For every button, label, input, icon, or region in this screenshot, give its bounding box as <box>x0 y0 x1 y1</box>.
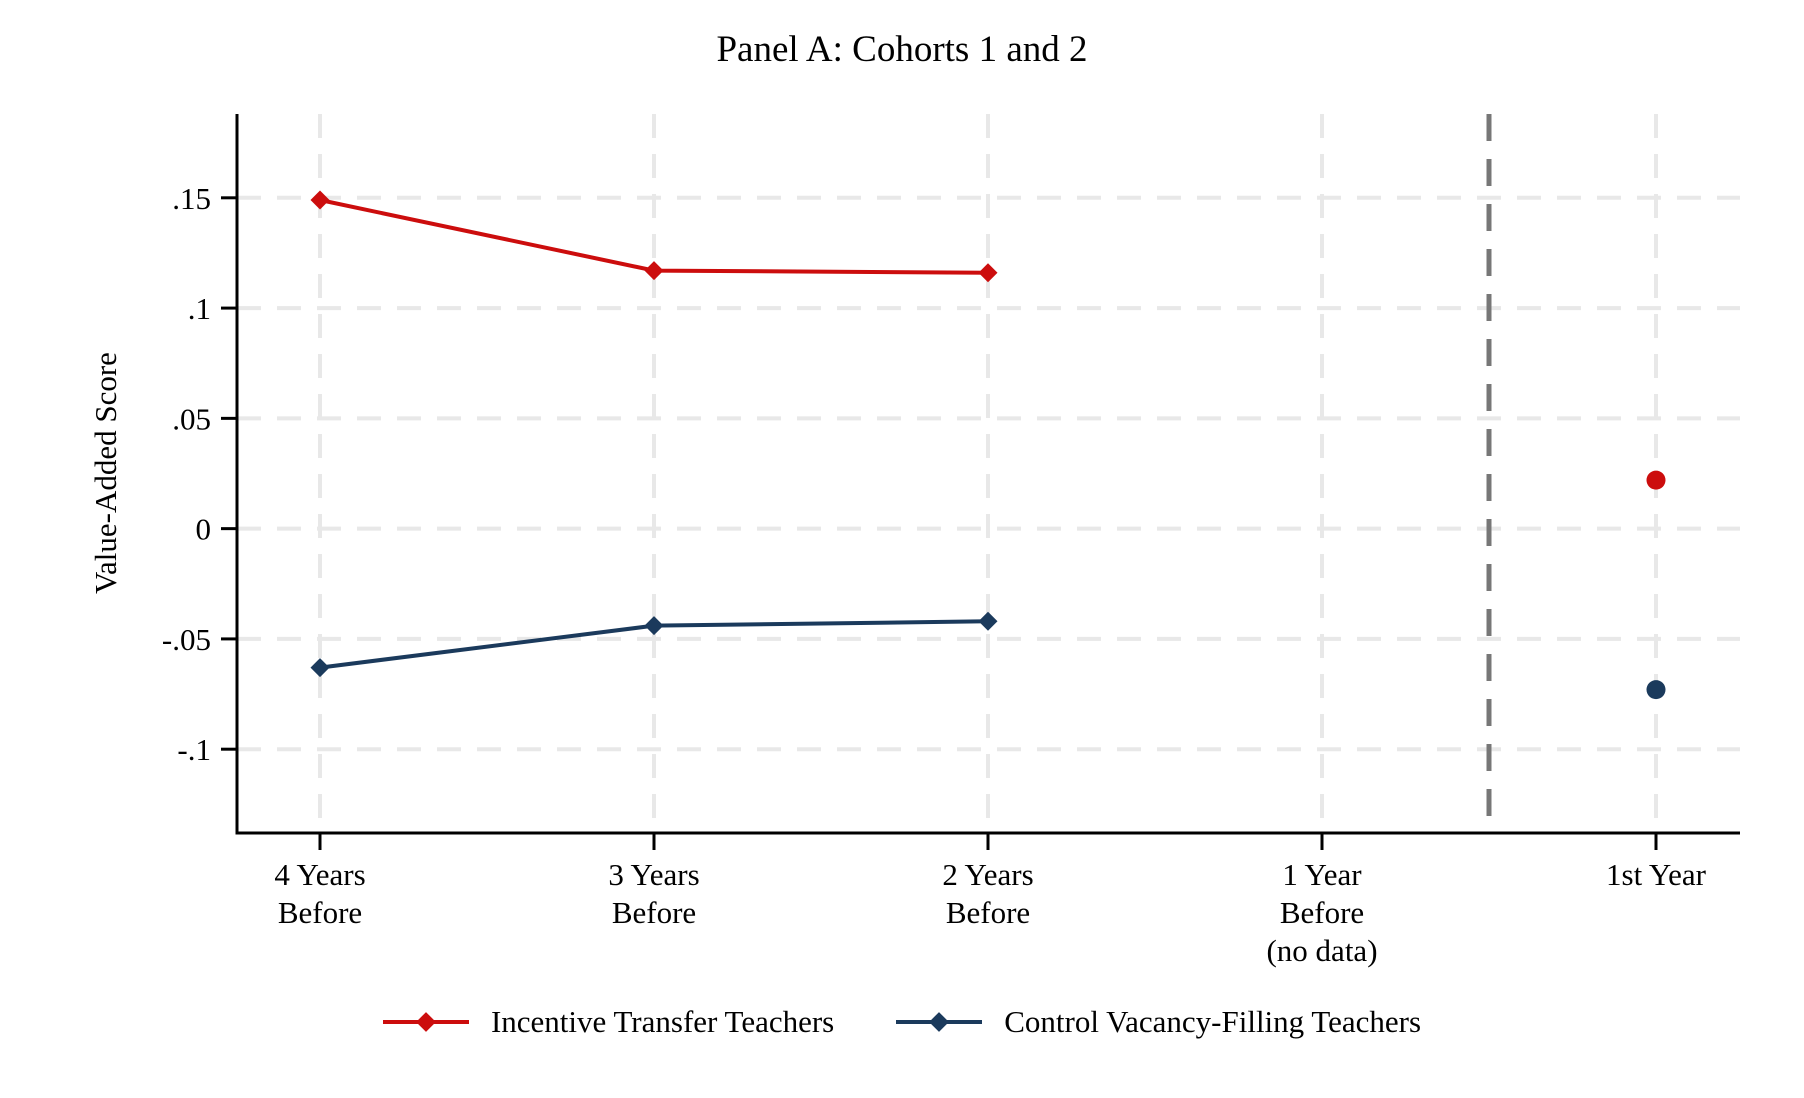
y-tick-label: .1 <box>188 291 211 326</box>
x-tick-label: 1 Year Before (no data) <box>1266 857 1377 968</box>
legend-label: Incentive Transfer Teachers <box>490 1004 835 1039</box>
x-tick-label: 4 Years Before <box>274 857 365 930</box>
y-tick-label: -.1 <box>177 732 211 767</box>
axes: .15 .1 .05 0 -.05 -.1 4 Years Before 3 Years Befo… <box>162 114 1740 968</box>
legend-label: Control Vacancy-Filling Teachers <box>1004 1004 1422 1039</box>
x-tick-label: 3 Years Before <box>608 857 699 930</box>
data-point-diamond <box>978 263 998 283</box>
data-point-circle <box>1646 470 1666 490</box>
data-point-diamond <box>978 611 998 631</box>
series-control-vacancy-filling-teachers <box>310 611 1666 700</box>
x-tick-label: 1st Year <box>1606 857 1707 892</box>
data-point-diamond <box>310 190 330 210</box>
data-point-diamond <box>644 616 664 636</box>
data-point-diamond <box>644 261 664 281</box>
line-diamond-marker-icon <box>382 1012 469 1032</box>
x-tick-label: 2 Years Before <box>942 857 1033 930</box>
data-point-diamond <box>310 658 330 678</box>
y-tick-label: .05 <box>172 401 211 436</box>
legend: Incentive Transfer Teachers Control Vaca… <box>0 1004 1804 1040</box>
data-point-circle <box>1646 680 1666 700</box>
chart-title: Panel A: Cohorts 1 and 2 <box>716 29 1088 70</box>
gridlines <box>237 114 1740 833</box>
series-incentive-transfer-teachers <box>310 190 1666 490</box>
y-tick-label: .15 <box>172 181 211 216</box>
line-diamond-marker-icon <box>896 1012 983 1032</box>
legend-entry-control-vacancy: Control Vacancy-Filling Teachers <box>896 1004 1421 1040</box>
y-tick-label: -.05 <box>162 622 211 657</box>
y-tick-label: 0 <box>196 512 212 547</box>
legend-entry-incentive-transfer: Incentive Transfer Teachers <box>382 1004 835 1040</box>
